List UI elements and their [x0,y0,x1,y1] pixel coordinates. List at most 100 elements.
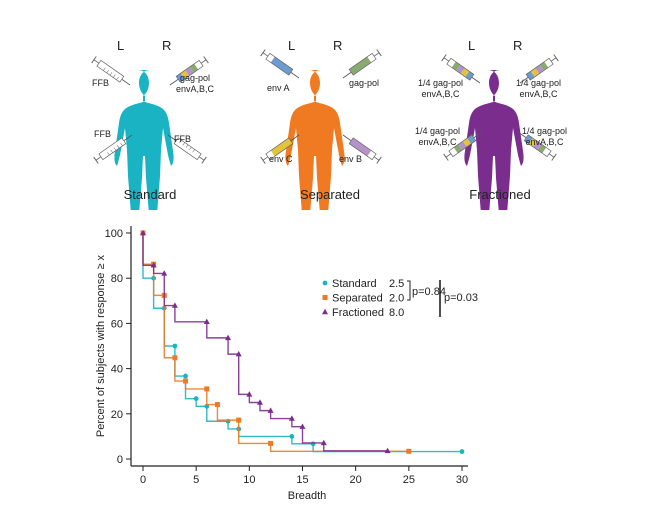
data-point [246,391,253,397]
syringe-fill [526,71,535,81]
legend-marker [322,308,328,315]
data-point [171,302,178,308]
panel-standard: L R FFB gag-pol envA,B,C FFB FFB Standar… [60,30,240,210]
y-tick-label: 0 [117,454,123,466]
syringe-plunger [95,156,102,161]
data-point [193,396,199,402]
legend-median: 2.0 [389,293,404,305]
y-tick-label: 100 [105,228,123,240]
injection-label-lower-right: env B [339,154,363,164]
syringe-barrel [173,137,202,161]
injection-label-upper-left: env A [267,83,290,93]
y-tick-label: 60 [111,318,123,330]
p-value-standard-separated: p=0.84 [412,286,446,298]
syringe-icon [342,49,382,79]
syringe-plunger [262,52,269,57]
syringe-plunger-head [376,49,382,57]
data-point [161,270,168,276]
syringe-plunger [373,156,380,161]
series-standard [140,230,465,454]
syringe-icon [167,134,207,164]
x-axis-title: Breadth [288,490,327,502]
injection-label-upper-left: FFB [92,78,109,88]
data-point [214,402,220,408]
syringe-icon [91,56,131,86]
syringe-plunger-head [91,56,97,64]
syringe-plunger-head [551,153,557,161]
panel-caption: Fractioned [469,187,531,202]
data-point [225,334,232,341]
syringe-icon [519,54,559,84]
series-fractioned [140,229,391,454]
injection-label-upper-right: gag-pol envA,B,C [176,73,215,94]
syringe-plunger-head [260,156,266,164]
syringe-icon [342,134,382,164]
syringe-plunger-head [443,153,449,161]
syringe-tick [113,74,116,78]
data-point [203,318,210,325]
syringe-needle [517,131,527,139]
syringe-fill [467,134,476,144]
y-tick-label: 80 [111,273,123,285]
syringe-fill [537,144,547,154]
syringe-barrel [348,137,377,161]
data-point [406,448,412,454]
syringe-fill [535,64,544,74]
syringe-fill [176,73,185,83]
syringe-tick [192,149,195,153]
data-point [236,417,242,423]
syringe-plunger-head [203,56,209,64]
y-tick-label: 20 [111,409,123,421]
human-figure-fractioned [441,54,559,210]
data-point [384,447,391,454]
syringe-fill [270,137,293,157]
syringe-icon [443,131,483,161]
syringe-needle [342,71,352,79]
syringe-plunger [93,59,100,64]
legend-label: Standard [332,278,377,290]
human-figure-standard [91,56,209,210]
left-label: L [288,38,296,53]
x-tick-label: 30 [456,474,468,486]
right-label: R [162,38,172,53]
syringe-plunger-head [376,156,382,164]
panel-caption: Separated [300,187,360,202]
legend-label: Fractioned [332,307,384,319]
injection-label-lower-right: 1/4 gag-pol envA,B,C [522,126,568,147]
syringe-tick [120,142,123,147]
body-silhouette [464,70,524,210]
syringe-needle [519,76,529,84]
syringe-plunger-head [553,54,559,62]
syringe-fill [189,63,199,73]
syringe-fill [462,138,472,147]
left-label: L [468,38,476,53]
human-figure [91,56,209,210]
panel-separated: L R env A gag-pol env C env B Separated [240,30,420,210]
syringe-needle [342,134,352,142]
syringe-fill [533,141,542,151]
syringe-fill [460,68,470,77]
syringe-tick [110,149,113,153]
syringe-tick [117,145,120,149]
syringe-plunger [445,153,452,158]
syringe-plunger [443,57,450,62]
right-label: R [333,38,343,53]
syringe-fill [528,138,538,147]
y-axis-title: Percent of subjects with response ≥ x [95,254,107,437]
injection-label-upper-left: 1/4 gag-pol envA,B,C [418,78,464,99]
data-point [459,449,465,454]
data-point [288,415,295,421]
injection-label-lower-left: 1/4 gag-pol envA,B,C [415,126,461,147]
panel-caption: Standard [123,187,177,202]
syringe-fill [530,68,540,77]
syringe-tick [116,76,119,80]
syringe-tick [113,147,117,151]
syringe-needle [169,78,179,86]
data-point [267,407,274,413]
data-point [310,441,316,447]
data-point [204,386,210,392]
y-tick-label: 40 [111,364,123,376]
syringe-icon [260,49,300,79]
injection-label-lower-right: FFB [174,134,191,144]
